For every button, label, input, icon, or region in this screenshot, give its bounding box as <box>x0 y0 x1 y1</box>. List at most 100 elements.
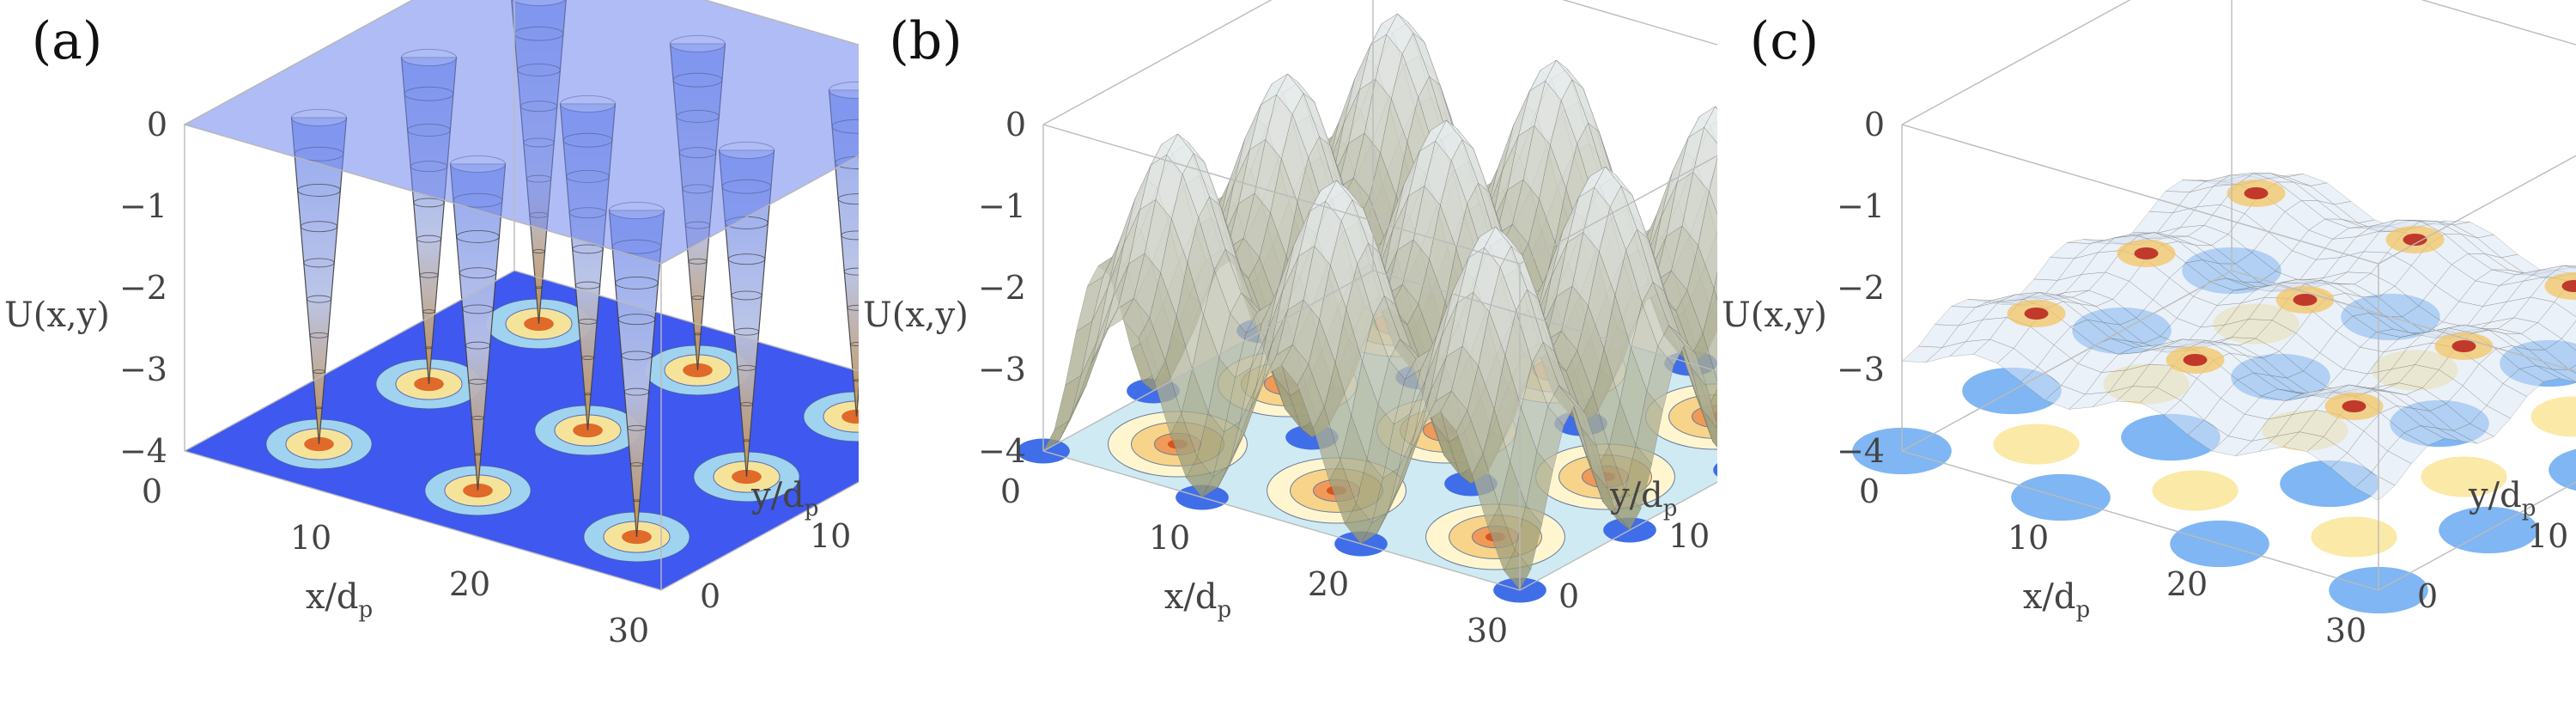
z-tick-label: −1 <box>1837 187 1885 225</box>
density-peak <box>2293 294 2318 306</box>
contour-line <box>690 296 705 300</box>
box-edge <box>2378 155 2576 265</box>
x-tick-label: 0 <box>1000 472 1021 510</box>
density-ring <box>2311 516 2397 558</box>
surface-facet <box>1713 271 1717 301</box>
z-tick-label: 0 <box>147 106 167 143</box>
panel-label: (c) <box>1750 11 1819 71</box>
box-edge <box>1372 270 1717 372</box>
contour-line <box>841 230 859 241</box>
box-edge <box>660 481 859 591</box>
x-axis-label-subscript: p <box>2075 597 2090 623</box>
contour-line <box>578 318 598 325</box>
contour-line <box>621 350 653 361</box>
contour-line <box>471 416 485 420</box>
y-tick-label: 10 <box>810 517 851 555</box>
contour-line <box>416 235 442 243</box>
x-tick-label: 30 <box>1467 612 1508 649</box>
contour-line <box>462 304 494 314</box>
y-tick-label: 0 <box>700 577 720 615</box>
x-tick-label: 30 <box>2325 612 2366 649</box>
z-tick-label: 0 <box>1005 106 1026 143</box>
density-ring <box>2152 470 2239 511</box>
contour-line <box>629 462 644 466</box>
density-peak <box>2561 280 2576 292</box>
x-tick-label: 10 <box>1149 519 1190 557</box>
box-edge <box>1042 450 1521 591</box>
y-axis-label-subscript: p <box>1663 496 1678 521</box>
contour-line <box>853 379 859 382</box>
contour-line <box>315 406 323 410</box>
y-tick-label: 0 <box>1558 577 1579 615</box>
z-tick-label: −1 <box>119 187 167 225</box>
contour-line <box>456 230 500 243</box>
z-tick-label: 0 <box>1864 106 1885 143</box>
z-tick-label: −2 <box>119 269 167 307</box>
x-axis-label-subscript: p <box>358 597 373 623</box>
box-edge <box>1519 481 1717 591</box>
contour-line <box>312 369 326 374</box>
contour-line <box>303 258 335 268</box>
contour-line <box>843 267 859 276</box>
box-edge <box>1901 124 2379 265</box>
density-glow <box>2544 272 2576 300</box>
contour-line <box>309 332 329 338</box>
contour-line <box>425 346 433 350</box>
y-axis-label-subscript: p <box>805 496 819 521</box>
box-edge <box>184 270 515 452</box>
y-axis-label-subscript: p <box>2522 496 2537 521</box>
z-tick-label: −3 <box>119 350 167 388</box>
contour-line <box>727 253 766 265</box>
density-minimum <box>1713 463 1717 477</box>
box-edge <box>703 0 859 46</box>
contour-line <box>468 378 488 385</box>
density-peak <box>2451 340 2476 352</box>
contour-line <box>580 356 595 360</box>
density-peak <box>841 409 859 424</box>
x-axis-label-subscript: p <box>1217 597 1231 623</box>
density-peak <box>2403 234 2427 246</box>
contour-line <box>615 277 659 290</box>
density-peak <box>2342 400 2366 412</box>
contour-line <box>419 271 439 278</box>
z-tick-label: −2 <box>978 269 1026 307</box>
contour-line <box>739 402 754 406</box>
z-axis-label: U(x,y) <box>4 296 110 335</box>
contour-line <box>297 184 341 197</box>
panel-label: (a) <box>32 11 103 71</box>
surface-facet <box>2561 320 2576 351</box>
contour-line <box>532 249 546 253</box>
contour-line <box>743 439 750 442</box>
contour-line <box>837 193 859 205</box>
z-tick-label: −3 <box>1837 350 1885 388</box>
density-peak <box>2244 187 2269 199</box>
contour-line <box>584 393 592 396</box>
y-tick-label: 10 <box>1668 517 1710 555</box>
z-tick-label: −4 <box>1837 432 1885 470</box>
x-tick-label: 20 <box>1308 565 1349 603</box>
z-axis-label: U(x,y) <box>863 296 969 335</box>
x-axis-label: x/dp <box>1164 577 1231 623</box>
contour-line <box>733 327 760 336</box>
box-edge <box>1042 270 1374 452</box>
density-ring <box>2530 396 2576 437</box>
box-edge <box>2378 481 2576 591</box>
contour-line <box>465 341 491 350</box>
x-tick-label: 30 <box>608 612 649 649</box>
z-tick-label: −3 <box>978 350 1026 388</box>
density-minimum <box>2549 448 2576 491</box>
contour-line <box>627 424 647 431</box>
contour-line <box>422 309 436 314</box>
contour-line <box>459 267 497 279</box>
box-edge <box>1901 450 2379 591</box>
density-peak <box>2024 308 2049 320</box>
contour-line <box>849 342 859 346</box>
box-edge <box>1562 0 1717 46</box>
surface-facet <box>1701 408 1717 448</box>
contour-line <box>731 290 762 301</box>
surface-facet <box>1704 106 1717 144</box>
